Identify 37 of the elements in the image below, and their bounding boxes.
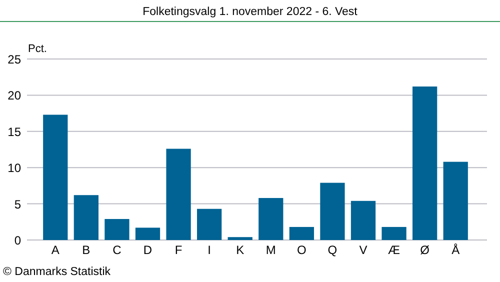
bar <box>74 195 98 240</box>
bar <box>412 86 438 240</box>
bar <box>382 226 406 240</box>
x-tick-label: A <box>51 243 60 257</box>
x-tick-label: Å <box>452 243 460 257</box>
x-tick-label: B <box>82 243 90 257</box>
x-tick-label: I <box>208 243 211 257</box>
y-tick-label: 10 <box>8 161 22 176</box>
bar <box>166 148 191 240</box>
y-tick-label: 25 <box>8 52 22 66</box>
bar <box>443 162 468 240</box>
y-axis-title: Pct. <box>28 43 47 55</box>
chart-title: Folketingsvalg 1. november 2022 - 6. Vest <box>142 6 358 18</box>
x-tick-label: Ø <box>420 243 430 257</box>
x-tick-label: K <box>236 243 244 257</box>
x-tick-label: D <box>143 243 152 257</box>
y-tick-label: 0 <box>14 234 22 248</box>
bar <box>258 198 284 240</box>
text: © Danmarks Statistik <box>3 266 111 278</box>
x-tick-label: O <box>297 243 306 257</box>
bar <box>104 219 130 240</box>
y-tick-label: 15 <box>8 124 22 139</box>
x-tick-label: C <box>112 243 122 257</box>
bar <box>228 237 252 240</box>
y-tick-label: 5 <box>14 197 22 212</box>
x-tick-label: Æ <box>388 243 400 257</box>
bar <box>197 208 222 240</box>
x-tick-label: V <box>359 243 368 257</box>
y-tick-label: 20 <box>8 88 22 103</box>
bar <box>135 228 160 240</box>
bar <box>350 200 376 240</box>
bar <box>320 182 345 240</box>
bar <box>43 114 68 240</box>
x-tick-label: F <box>174 243 182 257</box>
bar <box>289 226 314 240</box>
x-tick-label: Q <box>328 243 338 257</box>
x-tick-label: M <box>266 243 276 257</box>
